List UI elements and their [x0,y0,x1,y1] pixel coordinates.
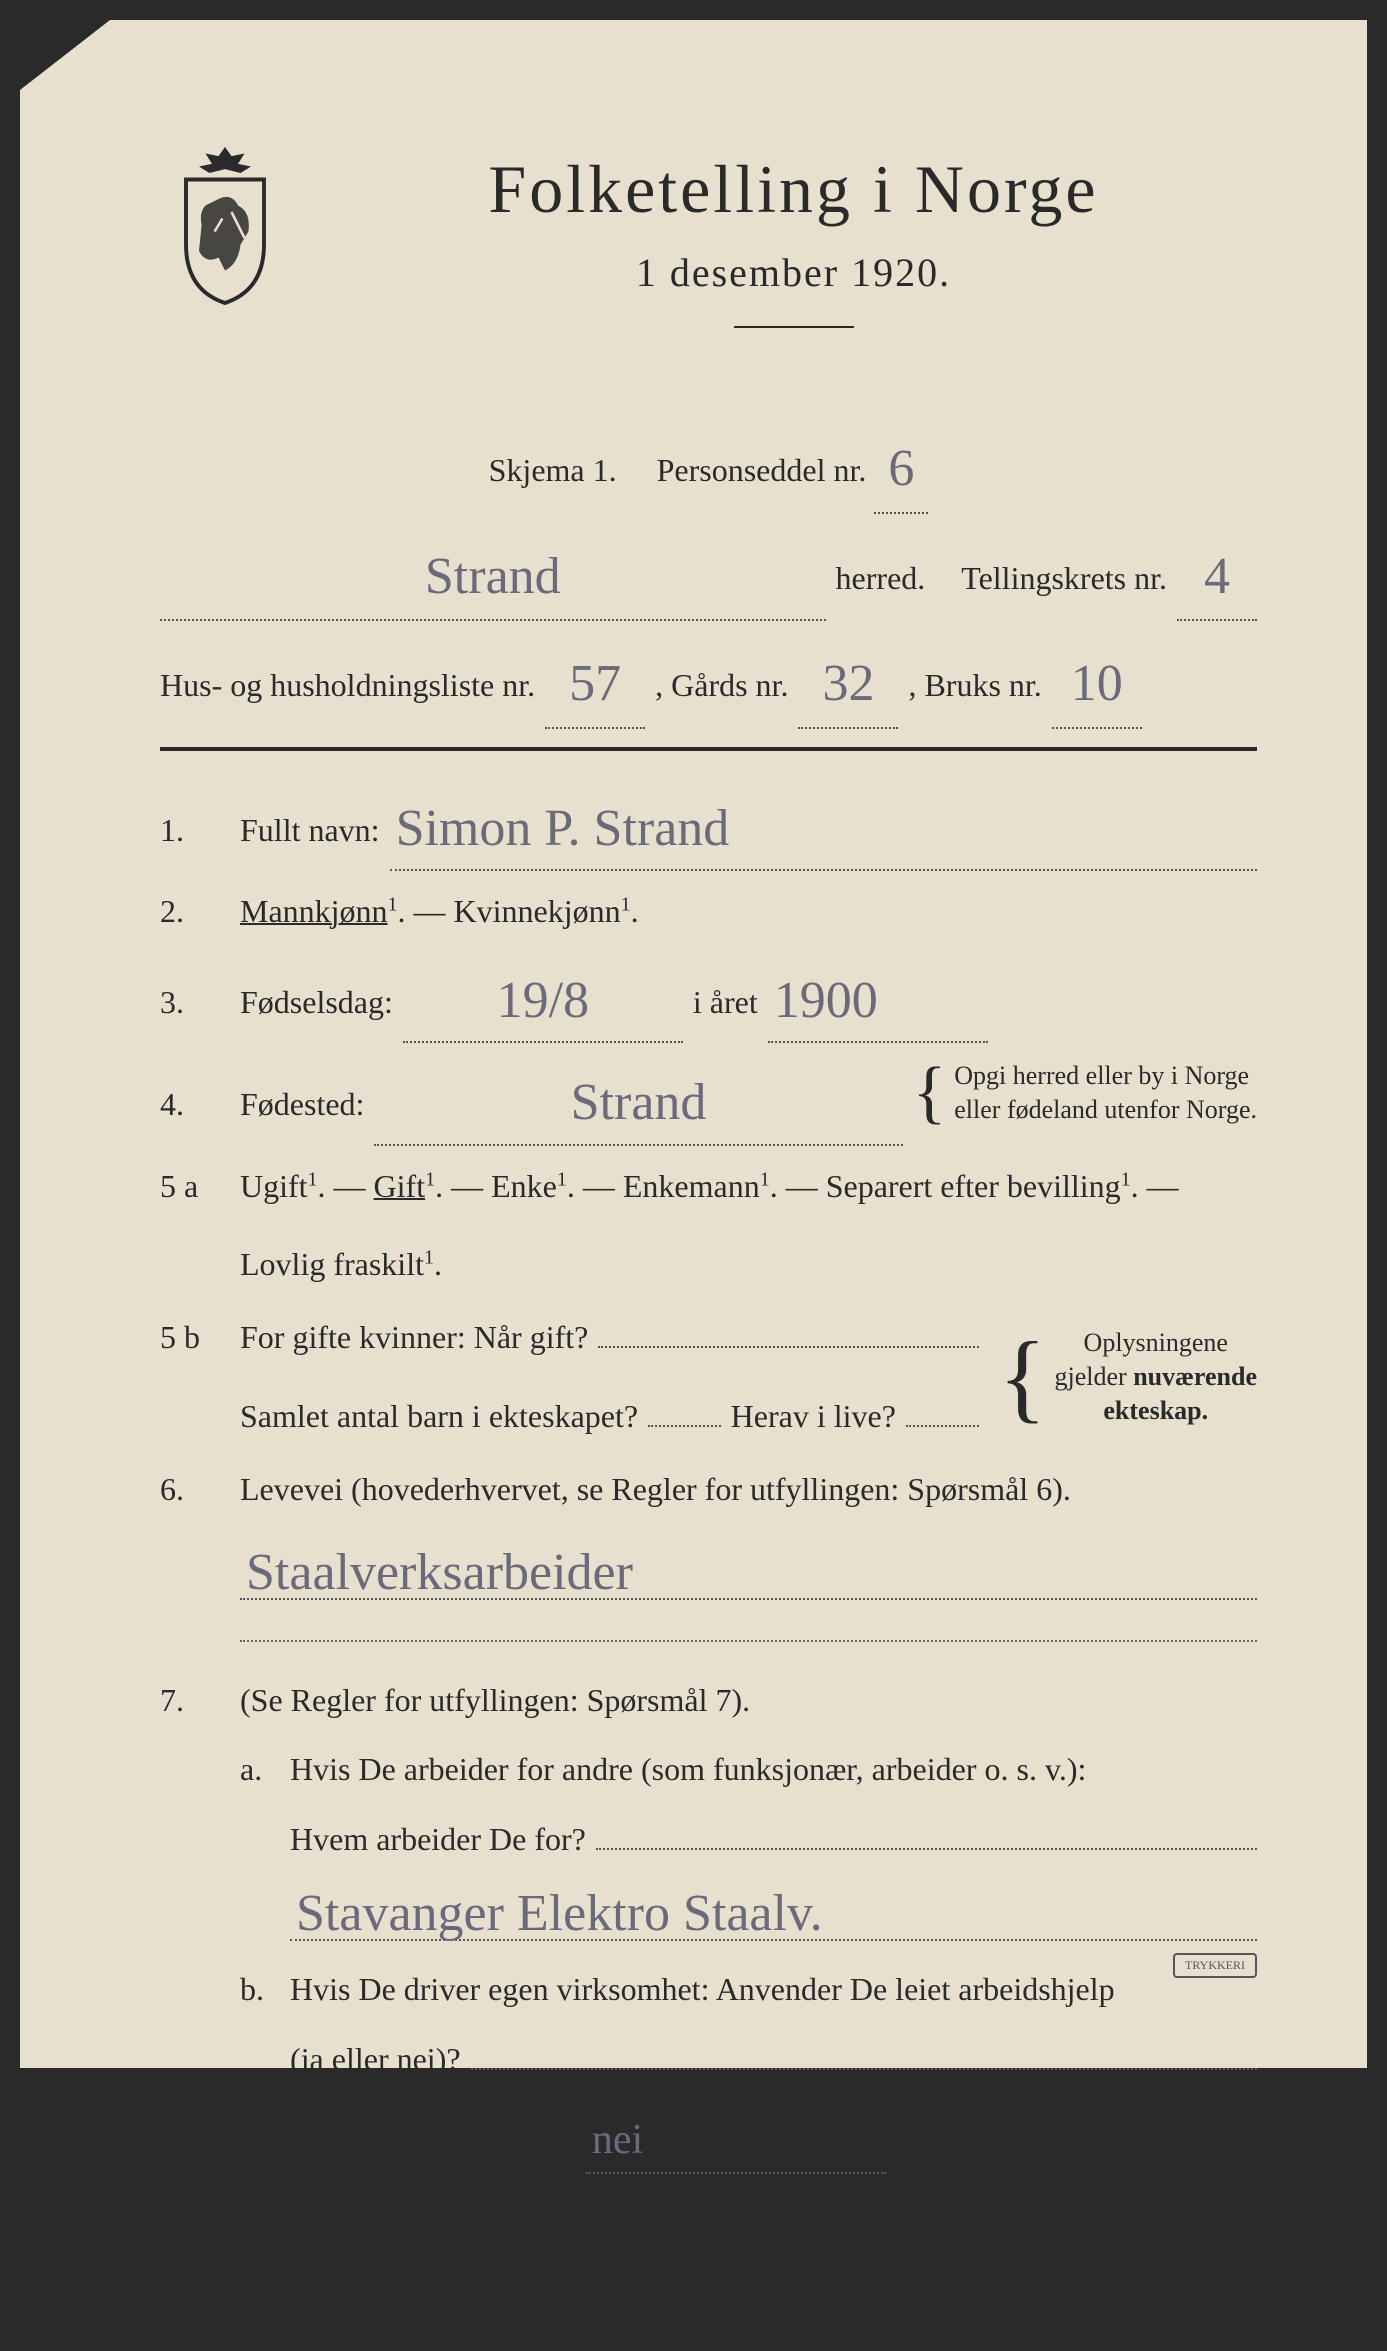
herred-label: herred. [836,550,926,608]
census-form-page: Folketelling i Norge 1 desember 1920. Sk… [20,20,1367,2068]
q8-value: nei [586,2117,649,2163]
q5b: 5 b For gifte kvinner: Når gift? Samlet … [160,1309,1257,1443]
q2-num: 2. [160,883,220,941]
q2-mann: Mannkjønn [240,893,388,929]
skjema-line: Skjema 1. Personseddel nr. 6 [160,418,1257,514]
q7a-qlabel: Hvem arbeider De for? [290,1811,586,1869]
q5a-num: 5 a [160,1158,220,1216]
coat-of-arms-icon [160,140,290,310]
corner-fold [20,20,110,90]
q5b-num: 5 b [160,1309,220,1367]
q5b-label1: For gifte kvinner: Når gift? [240,1310,588,1364]
q8-label: Bierhverv (eller biinntekt) [240,2111,576,2165]
q7b-q: (ja eller nei)? [160,2031,1257,2089]
divider [240,2224,1257,2226]
q3-label1: Fødselsdag: [240,975,393,1029]
q7a-q: Hvem arbeider De for? [160,1811,1257,1869]
q6-answer: Staalverksarbeider [160,1539,1257,1600]
q3-year: 1900 [768,972,884,1029]
q6-label: Levevei (hovederhvervet, se Regler for u… [240,1471,1071,1507]
q4-label: Fødested: [240,1077,364,1131]
q1-num: 1. [160,802,220,860]
q7a: a. Hvis De arbeider for andre (som funks… [160,1741,1257,1799]
q5b-aside: Oplysningene gjelder nuværende ekteskap. [1055,1326,1257,1427]
q7b-text: Hvis De driver egen virksomhet: Anvender… [290,1961,1115,2019]
printer-stamp: TRYKKERI [1173,1953,1257,1978]
footnote: 1 Her kan svares ved tydelig understrekn… [160,2318,1257,2351]
footer-note: Har man ingen biinntekt av nogen betydni… [160,2250,1257,2282]
bruks-nr: 10 [1065,655,1129,712]
q5b-label3: Herav i live? [731,1389,896,1443]
q7-num: 7. [160,1672,220,1730]
gards-nr: 32 [816,655,880,712]
q6: 6. Levevei (hovederhvervet, se Regler fo… [160,1461,1257,1519]
herred-value: Strand [419,548,567,605]
dotted-line [240,1640,1257,1642]
skjema-label: Skjema 1. [489,452,617,488]
q8-num: 8. [160,2110,220,2168]
tellingskrets-nr: 4 [1198,548,1236,605]
q1-label: Fullt navn: [240,803,380,857]
footnote-divider [160,2312,280,2314]
q7: 7. (Se Regler for utfyllingen: Spørsmål … [160,1672,1257,1730]
gards-label: , Gårds nr. [655,657,788,715]
q1-value: Simon P. Strand [390,800,736,857]
header: Folketelling i Norge 1 desember 1920. [160,140,1257,368]
tellingskrets-label: Tellingskrets nr. [961,550,1167,608]
herred-line: Strand herred. Tellingskrets nr. 4 [160,526,1257,622]
q2: 2. Mannkjønn1. — Kvinnekjønn1. [160,883,1257,941]
q7b-qlabel: (ja eller nei)? [290,2031,461,2089]
q5a: 5 a Ugift1. — Gift1. — Enke1. — Enkemann… [160,1158,1257,1292]
title-block: Folketelling i Norge 1 desember 1920. [330,140,1257,368]
husliste-line: Hus- og husholdningsliste nr. 57 , Gårds… [160,633,1257,729]
q7b-label: b. [240,1961,280,2019]
husliste-label: Hus- og husholdningsliste nr. [160,657,535,715]
husliste-nr: 57 [563,655,627,712]
q4: 4. Fødested: Strand { Opgi herred eller … [160,1055,1257,1145]
q3-num: 3. [160,974,220,1032]
personseddel-nr: 6 [882,440,920,497]
q7a-answer: Stavanger Elektro Staalv. [160,1880,1257,1941]
brace-icon: { [999,1352,1047,1402]
main-title: Folketelling i Norge [330,150,1257,229]
q8: 8. Bierhverv (eller biinntekt) nei [160,2101,1257,2174]
q7a-label: a. [240,1741,280,1799]
q3: 3. Fødselsdag: 19/8 i året 1900 [160,953,1257,1043]
q4-value: Strand [565,1074,713,1131]
bruks-label: , Bruks nr. [908,657,1041,715]
q7a-value: Stavanger Elektro Staalv. [290,1885,829,1942]
personseddel-label: Personseddel nr. [657,452,867,488]
divider [734,326,854,328]
subtitle: 1 desember 1920. [330,249,1257,296]
q6-num: 6. [160,1461,220,1519]
q4-num: 4. [160,1076,220,1134]
q7b: b. Hvis De driver egen virksomhet: Anven… [160,1961,1257,2019]
q5b-label2: Samlet antal barn i ekteskapet? [240,1389,638,1443]
q3-day: 19/8 [491,972,595,1029]
q3-label2: i året [693,975,758,1029]
brace-icon: { [913,1075,947,1110]
divider [160,747,1257,751]
q4-aside: Opgi herred eller by i Norge eller fødel… [954,1059,1257,1127]
q6-value: Staalverksarbeider [240,1544,639,1601]
q1: 1. Fullt navn: Simon P. Strand [160,781,1257,871]
q7a-text: Hvis De arbeider for andre (som funksjon… [290,1741,1086,1799]
q7-label: (Se Regler for utfyllingen: Spørsmål 7). [240,1682,750,1718]
